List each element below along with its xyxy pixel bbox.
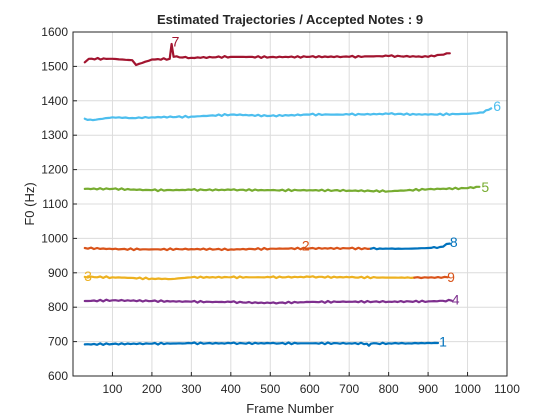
y-tick-label: 1200 xyxy=(41,163,68,177)
series-line-4 xyxy=(83,298,453,305)
ticks-layer: 100 200 300 400 500 600 700 800 900 1000 1100 600 70… xyxy=(41,25,520,396)
series-labels: 1 2 3 4 5 6 7 8 9 xyxy=(84,33,501,349)
x-tick-label: 400 xyxy=(221,382,241,396)
series-label-9: 9 xyxy=(447,269,455,285)
x-tick-label: 1100 xyxy=(494,382,520,396)
y-tick-label: 900 xyxy=(48,266,68,280)
y-tick-label: 1500 xyxy=(41,59,68,73)
y-tick-label: 800 xyxy=(48,300,68,314)
x-tick-label: 300 xyxy=(181,382,201,396)
y-tick-label: 1000 xyxy=(41,231,68,245)
y-tick-label: 1300 xyxy=(41,128,68,142)
x-tick-label: 900 xyxy=(418,382,438,396)
y-tick-label: 1100 xyxy=(42,197,68,211)
y-tick-label: 700 xyxy=(48,335,68,349)
x-tick-label: 800 xyxy=(379,382,399,396)
chart-title: Estimated Trajectories / Accepted Notes … xyxy=(157,12,423,27)
y-tick-label: 600 xyxy=(48,369,68,383)
x-tick-label: 100 xyxy=(102,382,122,396)
x-tick-label: 500 xyxy=(260,382,280,396)
series-label-5: 5 xyxy=(481,179,489,195)
series-line-2 xyxy=(83,246,372,252)
x-tick-label: 700 xyxy=(339,382,359,396)
series-line-3 xyxy=(83,275,416,281)
series-line-6 xyxy=(83,107,493,122)
x-axis-label: Frame Number xyxy=(246,401,334,416)
y-axis-label: F0 (Hz) xyxy=(22,182,37,225)
series-line-7 xyxy=(83,42,451,67)
series-label-2: 2 xyxy=(302,237,310,253)
x-tick-label: 1000 xyxy=(454,382,481,396)
series-label-1: 1 xyxy=(439,334,447,350)
x-tick-label: 600 xyxy=(300,382,320,396)
series-line-5 xyxy=(83,185,481,193)
series-line-8 xyxy=(369,242,451,251)
series-line-9 xyxy=(413,275,449,280)
series-layer xyxy=(83,42,493,347)
x-tick-label: 200 xyxy=(142,382,162,396)
series-label-3: 3 xyxy=(84,268,92,284)
series-label-7: 7 xyxy=(172,33,180,49)
series-line-1 xyxy=(83,341,440,347)
series-label-6: 6 xyxy=(493,98,501,114)
series-label-4: 4 xyxy=(452,292,460,308)
series-label-8: 8 xyxy=(450,234,458,250)
y-tick-label: 1600 xyxy=(41,25,68,39)
y-tick-label: 1400 xyxy=(41,94,68,108)
